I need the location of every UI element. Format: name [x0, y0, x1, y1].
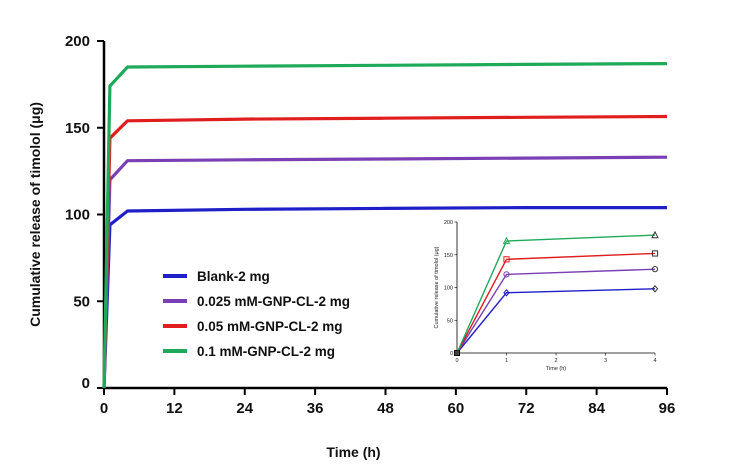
x-tick-label: 96 — [659, 400, 676, 417]
inset-y-tick-label: 50 — [447, 318, 453, 324]
inset-point — [454, 350, 460, 356]
x-tick-label: 48 — [377, 400, 394, 417]
legend-label: Blank-2 mg — [197, 269, 270, 284]
x-tick-label: 72 — [518, 400, 535, 417]
inset-series-line-3 — [456, 252, 656, 354]
inset-y-tick-label: 200 — [444, 220, 453, 226]
inset-point — [503, 271, 510, 278]
inset-point — [651, 250, 659, 257]
inset-x-axis-label: Time (h) — [546, 366, 566, 372]
y-tick-label: 200 — [65, 33, 90, 50]
inset-x-tick-label: 4 — [653, 358, 656, 364]
inset-x-tick-label: 0 — [455, 358, 458, 364]
series-line-1 — [102, 206, 667, 389]
inset-y-axis-label: Cumulative release of timolol (μg) — [434, 246, 440, 328]
series-line-4 — [102, 62, 668, 389]
y-tick-label: 50 — [73, 293, 90, 310]
x-tick-label: 24 — [236, 400, 253, 417]
inset-plot: 0 50 100 150 200 0 1 2 3 4 Time (h) Cumulative rele… — [434, 220, 659, 372]
inset-y-tick-label: 150 — [444, 253, 453, 259]
inset-series-line-2 — [456, 268, 656, 354]
inset-point — [503, 288, 510, 297]
x-tick-label: 84 — [588, 400, 605, 417]
inset-y-tick-label: 0 — [450, 351, 453, 357]
y-tick-label: 100 — [65, 207, 90, 224]
legend-label: 0.025 mM-GNP-CL-2 mg — [197, 294, 350, 309]
inset-series-line-1 — [456, 288, 656, 354]
inset-point — [502, 236, 511, 245]
legend-label: 0.1 mM-GNP-CL-2 mg — [197, 344, 335, 359]
y-axis-label: Cumulative release of timolol (μg) — [27, 102, 43, 327]
x-tick-label: 0 — [100, 400, 108, 417]
y-tick-label: 150 — [65, 120, 90, 137]
inset-y-tick-label: 100 — [444, 286, 453, 292]
x-axis-label: Time (h) — [326, 444, 380, 460]
x-tick-label: 60 — [448, 400, 465, 417]
x-tick-label: 36 — [307, 400, 324, 417]
inset-x-tick-label: 1 — [505, 358, 508, 364]
x-tick-label: 12 — [166, 400, 183, 417]
y-tick-label: 0 — [82, 375, 90, 392]
legend-label: 0.05 mM-GNP-CL-2 mg — [197, 319, 343, 334]
inset-x-tick-label: 3 — [604, 358, 607, 364]
inset-x-tick-label: 2 — [554, 358, 557, 364]
inset-series-line-4 — [456, 234, 656, 354]
inset-point — [651, 266, 659, 273]
inset-point — [503, 256, 510, 263]
inset-point — [651, 230, 659, 239]
inset-point — [651, 285, 659, 293]
